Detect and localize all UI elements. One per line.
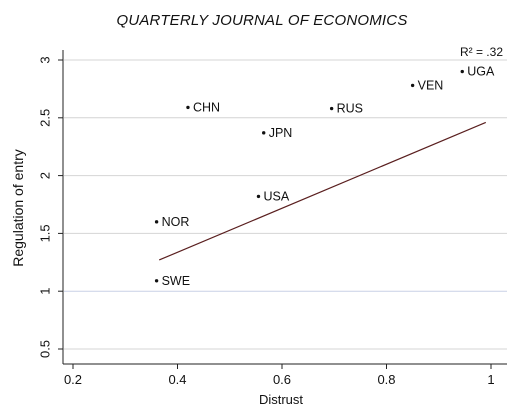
y-tick-label: 2: [37, 172, 52, 179]
x-tick-label: 0.8: [377, 372, 395, 387]
data-point: [154, 220, 159, 224]
x-axis-label: Distrust: [259, 392, 303, 407]
point-label: JPN: [269, 126, 293, 140]
x-axis-ticks: 0.2 0.4 0.6 0.8 1: [64, 364, 495, 387]
y-tick-label: 3: [37, 56, 52, 63]
data-point: [460, 69, 464, 74]
data-point: [256, 194, 261, 199]
page-title: QUARTERLY JOURNAL OF ECONOMICS: [116, 12, 408, 29]
y-tick-label: 2.5: [37, 109, 52, 127]
y-tick-label: 0.5: [37, 340, 52, 358]
point-label: UGA: [467, 65, 495, 79]
point-label: RUS: [337, 102, 363, 116]
point-label: SWE: [162, 274, 190, 288]
y-axis-ticks: 0.5 1 1.5 2 2.5 3: [37, 56, 63, 358]
x-tick-label: 0.4: [168, 372, 186, 387]
point-label: USA: [263, 189, 289, 203]
y-tick-label: 1.5: [37, 224, 52, 242]
x-tick-label: 1: [487, 372, 494, 387]
x-tick-label: 0.6: [273, 372, 291, 387]
data-points: UGA VEN CHN RUS JPN USA NOR SWE: [154, 65, 495, 288]
data-point: [329, 106, 334, 111]
grid-lines: [64, 59, 507, 350]
data-point: [262, 131, 266, 135]
x-tick-label: 0.2: [64, 372, 82, 387]
data-point: [154, 279, 159, 283]
point-label: VEN: [418, 78, 444, 92]
fit-line: [158, 121, 487, 261]
r-squared-annotation: R² = .32: [460, 45, 503, 59]
data-point: [186, 105, 190, 110]
point-label: CHN: [193, 100, 220, 114]
y-axis-label: Regulation of entry: [10, 149, 26, 267]
point-label: NOR: [162, 215, 190, 229]
y-tick-label: 1: [37, 288, 52, 295]
data-point: [410, 83, 415, 88]
